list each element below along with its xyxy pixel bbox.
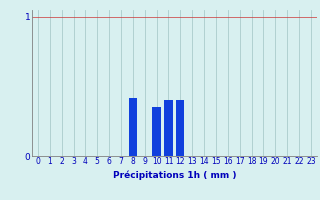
X-axis label: Précipitations 1h ( mm ): Précipitations 1h ( mm ) [113,171,236,180]
Bar [176,100,185,156]
Bar [129,98,137,156]
Bar [164,100,172,156]
Bar [152,107,161,156]
